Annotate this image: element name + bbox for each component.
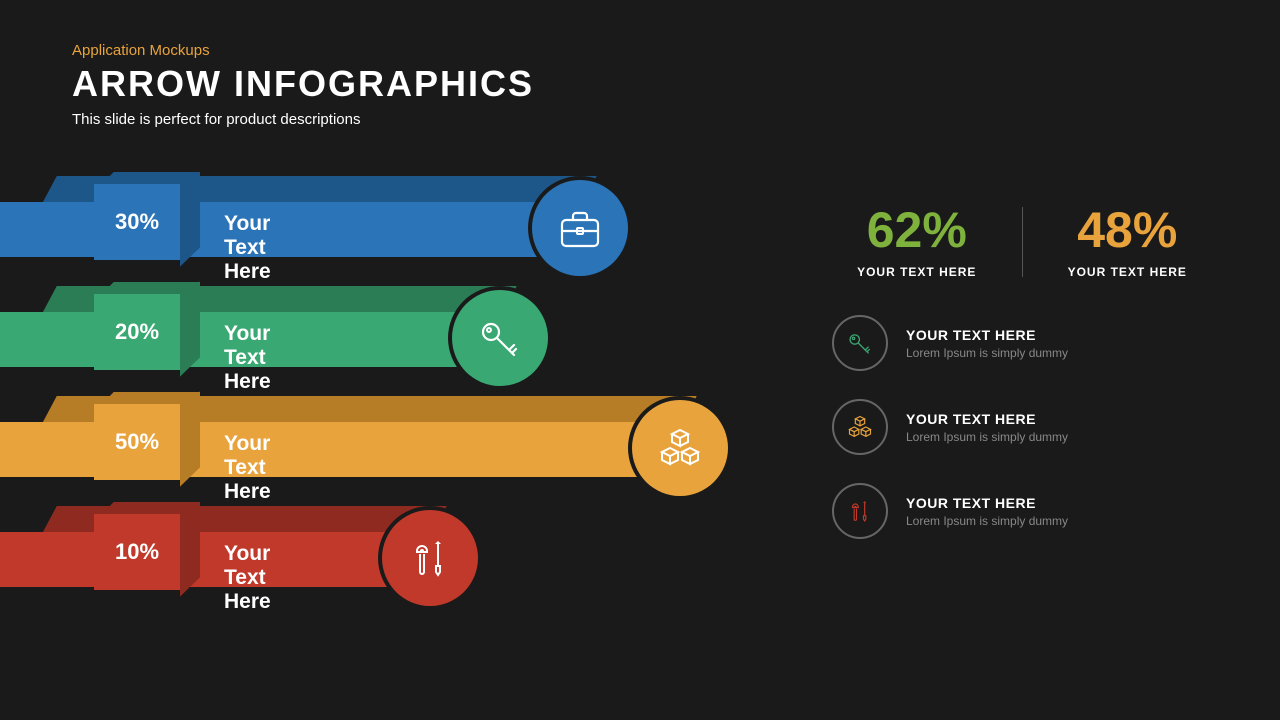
bar-label: Your Text Here [224,432,271,504]
subtitle: This slide is perfect for product descri… [72,111,1280,128]
stat-label: YOUR TEXT HERE [812,265,1022,279]
percent-box: 10% [94,514,180,590]
stat-value: 48% [1023,205,1233,255]
percent-box: 20% [94,294,180,370]
feature-title: YOUR TEXT HERE [906,495,1068,511]
stat-value: 62% [812,205,1022,255]
tools-icon [832,483,888,539]
bar-label: Your Text Here [224,542,271,614]
feature-title: YOUR TEXT HERE [906,411,1068,427]
stat-1: 62% YOUR TEXT HERE [812,205,1022,279]
feature-item: YOUR TEXT HERE Lorem Ipsum is simply dumm… [832,315,1232,371]
key-icon [832,315,888,371]
kicker: Application Mockups [72,42,1280,59]
feature-subtitle: Lorem Ipsum is simply dummy [906,346,1068,360]
cubes-icon [832,399,888,455]
percent-box: 50% [94,404,180,480]
feature-subtitle: Lorem Ipsum is simply dummy [906,430,1068,444]
stat-2: 48% YOUR TEXT HERE [1023,205,1233,279]
stats-row: 62% YOUR TEXT HERE 48% YOUR TEXT HERE [812,205,1232,279]
feature-item: YOUR TEXT HERE Lorem Ipsum is simply dumm… [832,399,1232,455]
page-title: ARROW INFOGRAPHICS [72,63,1280,105]
bar-label: Your Text Here [224,322,271,394]
feature-subtitle: Lorem Ipsum is simply dummy [906,514,1068,528]
feature-item: YOUR TEXT HERE Lorem Ipsum is simply dumm… [832,483,1232,539]
features-list: YOUR TEXT HERE Lorem Ipsum is simply dumm… [812,315,1232,539]
right-column: 62% YOUR TEXT HERE 48% YOUR TEXT HERE YO… [812,205,1232,567]
percent-box: 30% [94,184,180,260]
cubes-icon [632,400,728,496]
tools-icon [382,510,478,606]
briefcase-icon [532,180,628,276]
header: Application Mockups ARROW INFOGRAPHICS T… [0,0,1280,128]
stat-label: YOUR TEXT HERE [1023,265,1233,279]
feature-title: YOUR TEXT HERE [906,327,1068,343]
key-icon [452,290,548,386]
bar-label: Your Text Here [224,212,271,284]
